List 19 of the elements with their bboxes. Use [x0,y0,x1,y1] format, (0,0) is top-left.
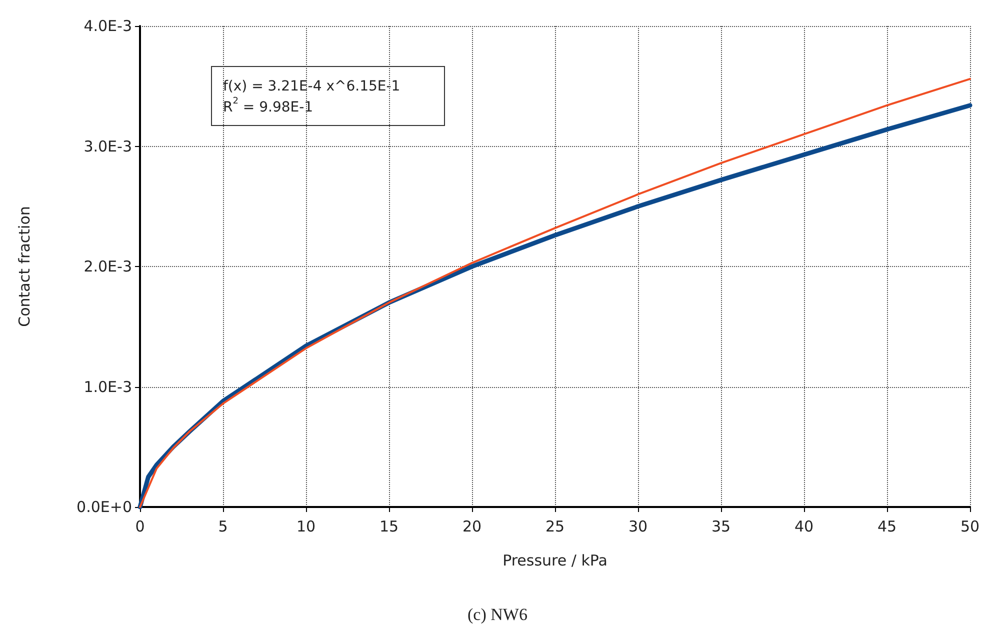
x-tick-label: 45 [877,518,897,536]
x-tick-label: 15 [379,518,399,536]
y-tick-label: 0.0E+0 [76,498,132,516]
x-tick-label: 25 [545,518,565,536]
y-tick-label: 4.0E-3 [84,17,132,35]
x-tick-label: 0 [135,518,145,536]
x-tick-label: 40 [794,518,814,536]
x-tick-label: 10 [296,518,316,536]
x-tick-label: 30 [628,518,648,536]
y-tick-label: 2.0E-3 [84,258,132,276]
y-tick-label: 1.0E-3 [84,378,132,396]
x-tick-label: 5 [218,518,228,536]
x-tick-label: 50 [960,518,980,536]
x-axis-title: Pressure / kPa [502,552,608,570]
y-tick-label: 3.0E-3 [84,137,132,156]
x-tick-label: 35 [711,518,731,536]
y-axis-title: Contact fraction [16,206,34,327]
x-tick-label: 20 [462,518,482,536]
text: (c) NW6 [466,604,528,626]
